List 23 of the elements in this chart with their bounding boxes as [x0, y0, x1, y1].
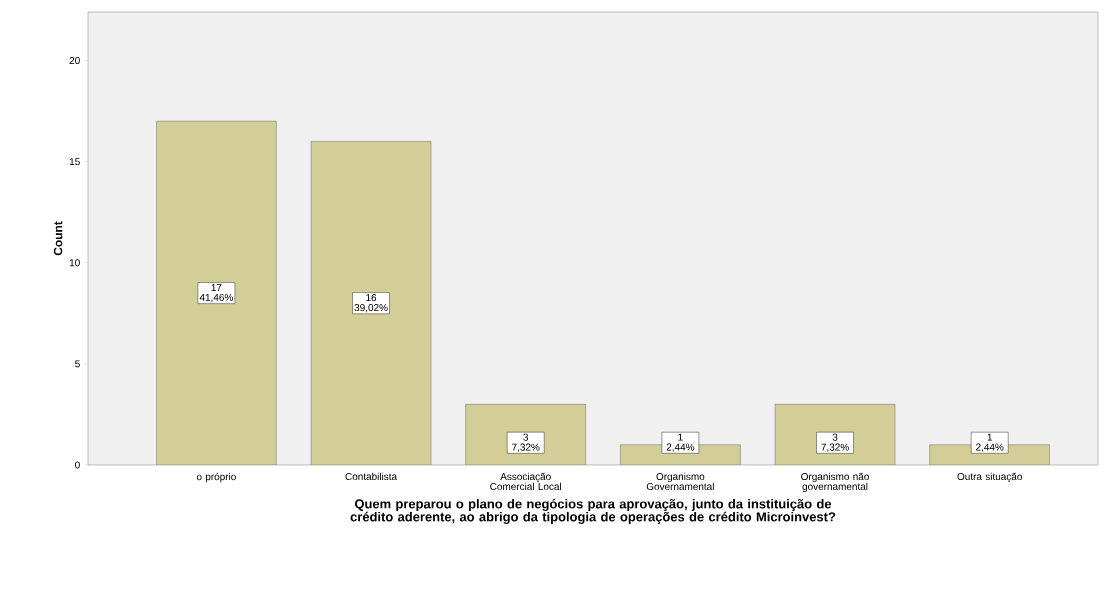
x-tick-label: Organismo não governamental — [801, 472, 869, 492]
y-tick-label: 5 — [75, 360, 80, 368]
data-label: 3 7,32% — [821, 433, 849, 452]
bar — [156, 120, 277, 465]
data-label: 1 2,44% — [976, 433, 1004, 452]
data-label: 17 41,46% — [199, 284, 233, 303]
bar — [774, 404, 896, 465]
x-tick-label: Contabilista — [345, 472, 398, 481]
y-axis-title: Count — [53, 221, 63, 256]
data-label: 1 2,44% — [666, 433, 695, 452]
data-label: 3 7,32% — [512, 433, 540, 452]
x-tick-label: o próprio — [196, 472, 236, 483]
y-tick-label: 20 — [69, 57, 80, 65]
y-tick-label: 0 — [75, 461, 80, 469]
y-tick-label: 15 — [69, 158, 80, 166]
bar — [311, 141, 432, 465]
x-tick-label: Organismo Governamental — [646, 472, 714, 491]
x-tick-label: Associação Comercial Local — [490, 472, 562, 491]
y-tick-label: 10 — [69, 259, 80, 267]
data-label: 16 39,02% — [354, 294, 388, 313]
x-axis-title: Quem preparou o plano de negócios para aprovação, junto da instituição de crédito aderente, ao abrigo da tipologia de operações de crédito Microinvest? — [350, 498, 836, 525]
bar — [465, 404, 586, 465]
x-tick-label: Outra situação — [957, 472, 1022, 483]
